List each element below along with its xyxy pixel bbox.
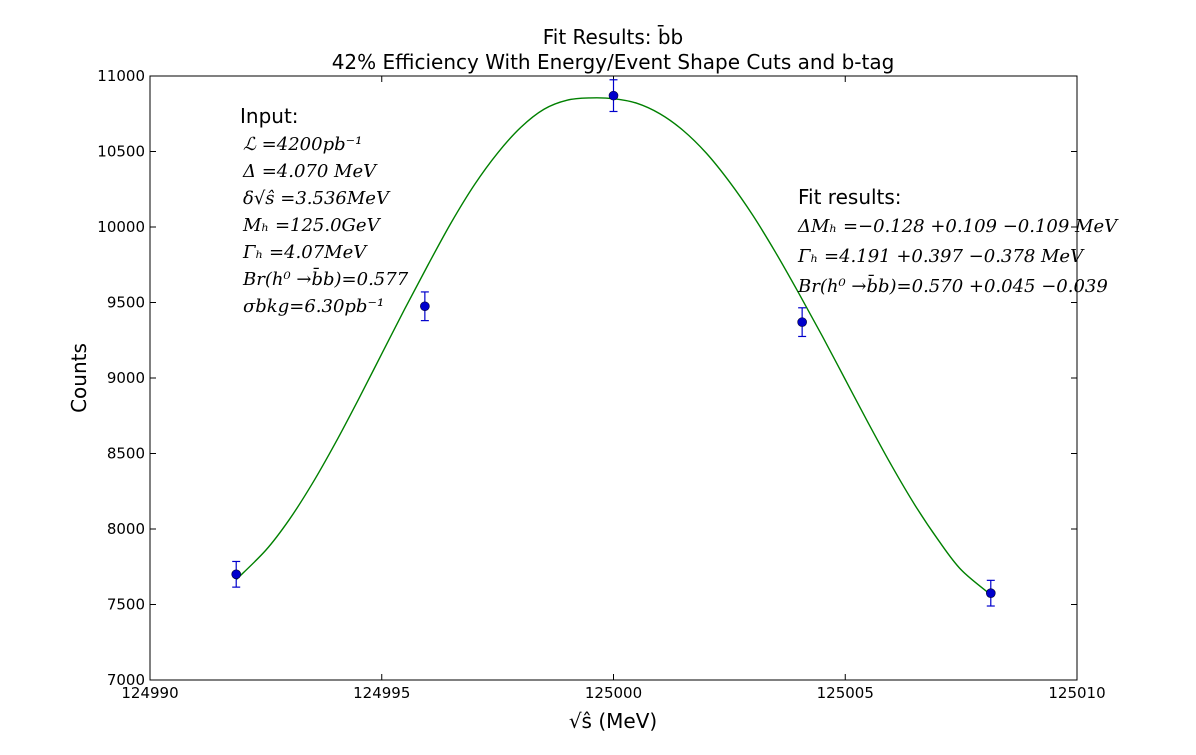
fit-result-value: ΔMₕ =−0.128 +0.109 −0.109 MeV	[797, 216, 1119, 237]
y-tick-label: 9000	[107, 369, 145, 387]
fit-result-value: Γₕ =4.191 +0.397 −0.378 MeV	[797, 246, 1085, 267]
data-point	[231, 569, 242, 580]
data-point	[420, 301, 430, 312]
fit-results-annotation: ΔMₕ =−0.128 +0.109 −0.109 MeV Γₕ =4.191 +…	[797, 216, 1119, 297]
x-tick-label: 125000	[585, 684, 642, 702]
x-tick-label: 125010	[1048, 684, 1105, 702]
input-annotation: ℒ =4200pb⁻¹ Δ =4.070 MeV δ√ŝ =3.536MeV Mₕ …	[242, 134, 409, 317]
x-axis-ticks: 124990 124995 125000 125005 125010	[121, 76, 1106, 702]
y-tick-label: 8000	[107, 520, 145, 538]
x-tick-label: 125005	[817, 684, 874, 702]
input-parameter: Δ =4.070 MeV	[242, 161, 378, 182]
y-tick-label: 7000	[107, 671, 145, 689]
y-tick-label: 9500	[107, 294, 145, 312]
fit-result-value: Br(h⁰ →b̄b)=0.570 +0.045 −0.039	[797, 273, 1108, 297]
input-parameter: δ√ŝ =3.536MeV	[243, 188, 391, 209]
chart-title-line-1: Fit Results: b̄b	[543, 24, 684, 49]
data-point	[797, 317, 807, 327]
input-parameter: ℒ =4200pb⁻¹	[243, 134, 362, 155]
y-tick-label: 11000	[97, 67, 145, 85]
input-parameter: Br(h⁰ →b̄b)=0.577	[242, 266, 409, 290]
input-parameter: Γₕ =4.07MeV	[242, 242, 368, 263]
data-point	[985, 588, 996, 598]
x-tick-label: 124995	[353, 684, 410, 702]
fit-results-heading: Fit results:	[798, 185, 902, 209]
chart-title-line-2: 42% Efficiency With Energy/Event Shape C…	[332, 50, 895, 74]
x-tick-label: 124990	[121, 684, 178, 702]
input-parameter: σbkg=6.30pb⁻¹	[243, 296, 384, 317]
data-point	[608, 90, 619, 101]
y-axis-ticks: 7000 7500 8000 8500 9000 9500 10000 10500 11000	[97, 67, 1077, 689]
y-tick-label: 10500	[97, 143, 145, 161]
y-tick-label: 7500	[107, 596, 145, 614]
input-heading: Input:	[240, 104, 299, 128]
y-axis-label: Counts	[67, 343, 91, 413]
input-parameter: Mₕ =125.0GeV	[242, 215, 382, 236]
x-axis-label: √ŝ (MeV)	[569, 709, 657, 733]
data-points	[231, 79, 996, 607]
y-tick-label: 8500	[107, 445, 145, 463]
y-tick-label: 10000	[97, 218, 145, 236]
